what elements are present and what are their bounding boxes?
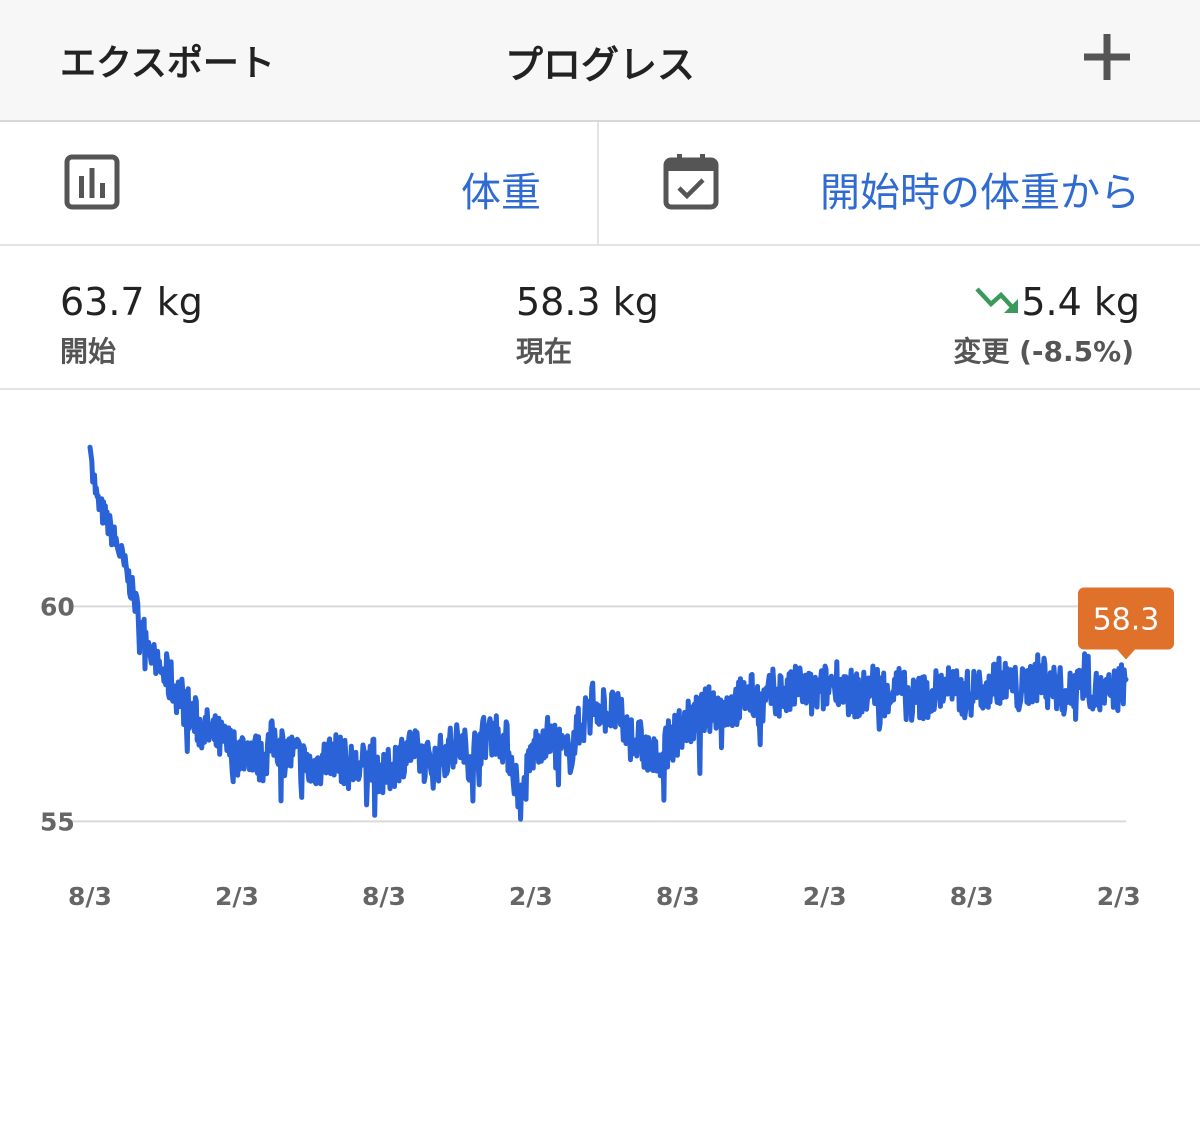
metric-value: 体重 bbox=[461, 170, 541, 216]
change-value: 5.4 kg bbox=[1021, 280, 1140, 324]
y-tick-label: 55 bbox=[40, 807, 75, 836]
change-label: 変更 (-8.5%) bbox=[953, 335, 1134, 368]
calendar-check-icon bbox=[663, 154, 719, 210]
x-tick-label: 2/3 bbox=[803, 882, 847, 911]
x-tick-label: 8/3 bbox=[362, 882, 406, 911]
y-tick-label: 60 bbox=[40, 592, 75, 621]
range-selector[interactable]: 開始時の体重から bbox=[599, 122, 1200, 244]
divider bbox=[597, 122, 599, 244]
badge-pointer bbox=[1117, 649, 1135, 660]
x-tick-label: 2/3 bbox=[215, 882, 259, 911]
metric-selector[interactable]: 体重 bbox=[0, 122, 597, 244]
nav-bar: エクスポート プログレス bbox=[0, 0, 1200, 122]
x-tick-label: 2/3 bbox=[1097, 882, 1141, 911]
trend-down-icon bbox=[975, 287, 1018, 313]
bar-chart-icon bbox=[64, 154, 120, 210]
x-tick-label: 8/3 bbox=[656, 882, 700, 911]
current-value: 58.3 kg bbox=[516, 280, 659, 324]
range-value: 開始時の体重から bbox=[820, 170, 1140, 216]
selector-row: 体重 開始時の体重から bbox=[0, 122, 1200, 246]
x-tick-label: 8/3 bbox=[68, 882, 112, 911]
start-value: 63.7 kg bbox=[60, 280, 203, 324]
export-button[interactable]: エクスポート bbox=[60, 43, 275, 84]
plus-icon[interactable] bbox=[1080, 30, 1134, 84]
x-tick-label: 2/3 bbox=[509, 882, 553, 911]
weight-chart[interactable]: 55 60 8/3 2/3 8/3 2/3 8/3 2/3 8/3 2/3 58.3 bbox=[0, 390, 1200, 950]
last-value-badge bbox=[1078, 587, 1174, 650]
last-value-label: 58.3 bbox=[1093, 602, 1160, 637]
start-label: 開始 bbox=[60, 335, 117, 368]
weight-series-line bbox=[87, 444, 1129, 822]
current-label: 現在 bbox=[516, 335, 573, 368]
chart-canvas: 55 60 8/3 2/3 8/3 2/3 8/3 2/3 8/3 2/3 58.3 bbox=[40, 444, 1174, 911]
stats-row: 63.7 kg 開始 58.3 kg 現在 5.4 kg 変更 (-8.5%) bbox=[0, 246, 1200, 390]
x-tick-label: 8/3 bbox=[950, 882, 994, 911]
